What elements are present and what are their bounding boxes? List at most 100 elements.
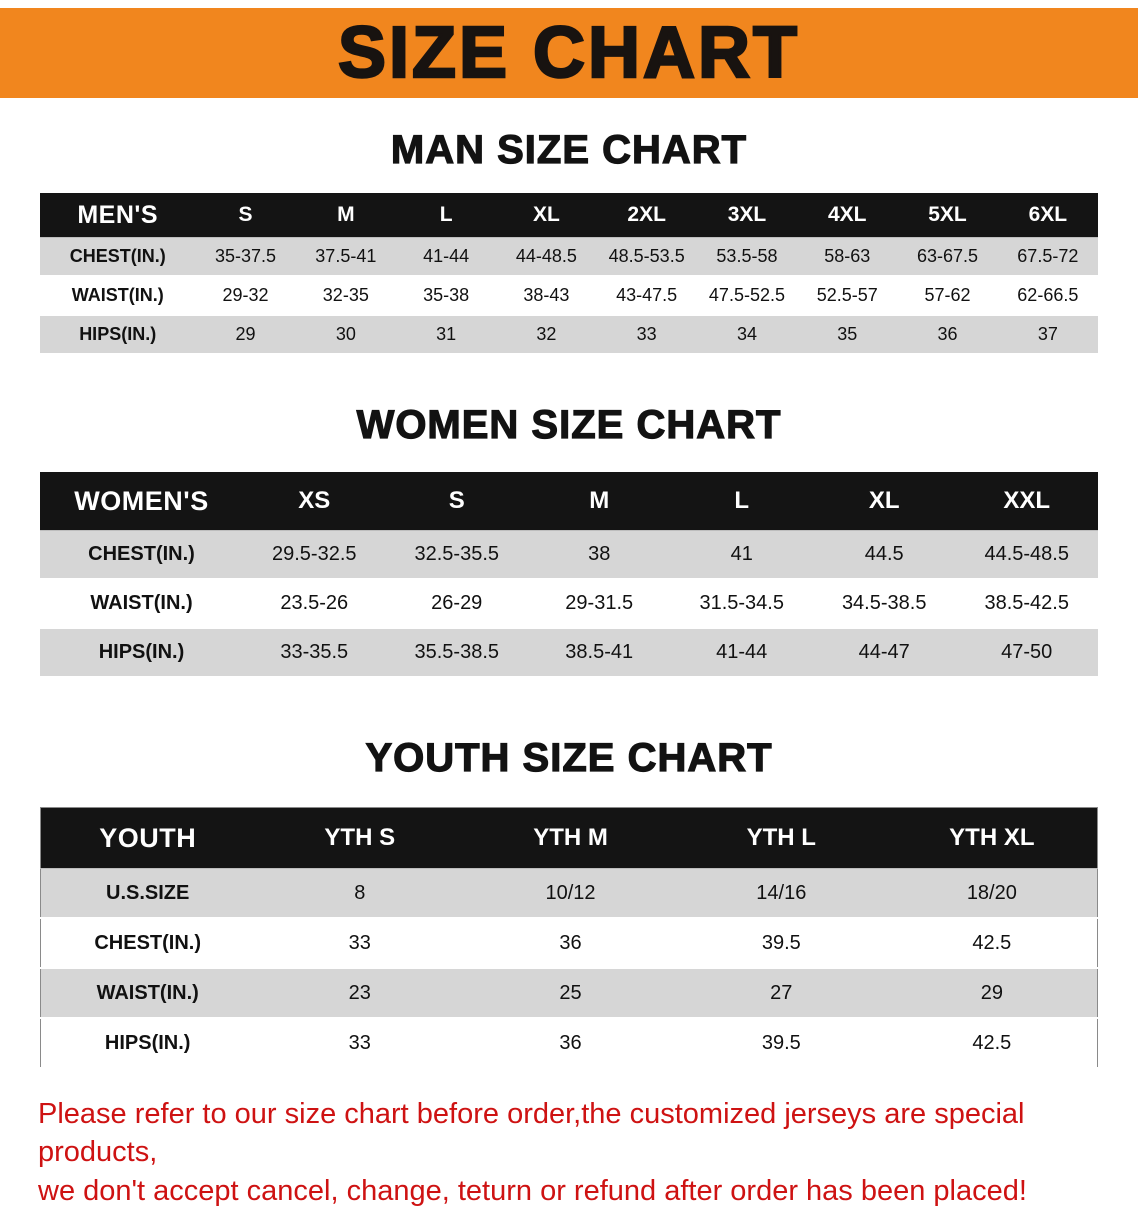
size-value: 41 (670, 530, 813, 580)
size-value: 58-63 (797, 237, 898, 277)
size-value: 35 (797, 314, 898, 355)
size-value: 37 (997, 314, 1098, 355)
size-column-header: YTH M (465, 807, 676, 869)
size-value: 30 (295, 314, 396, 355)
table-row: HIPS(IN.) 33-35.5 35.5-38.5 38.5-41 41-44 44-… (40, 627, 1098, 678)
size-value: 38-43 (496, 275, 597, 316)
table-row: CHEST(IN.) 33 36 39.5 42.5 (40, 917, 1098, 969)
size-value: 44-47 (812, 627, 956, 678)
size-value: 44-48.5 (496, 237, 597, 277)
size-column-header: L (670, 472, 813, 531)
table-row: WAIST(IN.) 29-32 32-35 35-38 38-43 43-47.5 47.… (40, 275, 1098, 316)
table-row: CHEST(IN.) 35-37.5 37.5-41 41-44 44-48.5 48.5… (40, 237, 1098, 277)
size-value: 33 (596, 314, 697, 355)
men-size-section: MAN SIZE CHART MEN'S S M L XL 2XL 3XL 4XL 5XL 6XL… (0, 127, 1138, 355)
size-value: 34 (696, 314, 798, 355)
size-value: 38.5-41 (527, 627, 671, 678)
men-section-heading: MAN SIZE CHART (390, 127, 748, 172)
disclaimer-line-1: Please refer to our size chart before or… (38, 1098, 1025, 1169)
size-column-header: 6XL (997, 193, 1098, 238)
size-value: 33 (254, 917, 466, 969)
row-label: U.S.SIZE (40, 868, 255, 919)
size-value: 29-32 (195, 275, 296, 316)
size-value: 37.5-41 (295, 237, 396, 277)
size-value: 57-62 (897, 275, 998, 316)
youth-section-heading: YOUTH SIZE CHART (365, 735, 773, 780)
size-column-header: M (527, 472, 671, 531)
disclaimer-line-2: we don't accept cancel, change, teturn o… (38, 1174, 1027, 1207)
size-value: 18/20 (886, 868, 1098, 919)
size-value: 63-67.5 (897, 237, 998, 277)
size-value: 42.5 (886, 917, 1098, 969)
row-label: CHEST(IN.) (40, 237, 196, 277)
size-value: 39.5 (675, 917, 887, 969)
size-value: 8 (254, 868, 466, 919)
table-row: WAIST(IN.) 23.5-26 26-29 29-31.5 31.5-34.5 34… (40, 578, 1098, 629)
size-value: 32 (496, 314, 597, 355)
size-value: 35-38 (395, 275, 497, 316)
size-column-header: 4XL (797, 193, 898, 238)
table-corner-label: WOMEN'S (40, 472, 244, 531)
row-label: WAIST(IN.) (40, 967, 255, 1019)
table-corner-label: MEN'S (40, 193, 196, 238)
size-value: 43-47.5 (596, 275, 697, 316)
size-value: 29 (886, 967, 1098, 1019)
size-value: 31.5-34.5 (670, 578, 813, 629)
size-column-header: 2XL (596, 193, 697, 238)
size-value: 38 (527, 530, 671, 580)
size-value: 32-35 (295, 275, 396, 316)
size-value: 32.5-35.5 (385, 530, 528, 580)
size-value: 29-31.5 (527, 578, 671, 629)
size-value: 41-44 (670, 627, 813, 678)
size-column-header: S (195, 193, 296, 238)
row-label: HIPS(IN.) (40, 627, 244, 678)
size-value: 62-66.5 (997, 275, 1098, 316)
banner: SIZE CHART (0, 8, 1138, 98)
youth-size-table: YOUTH YTH S YTH M YTH L YTH XL U.S.SIZE 8 10/12… (40, 807, 1098, 1069)
size-value: 39.5 (675, 1017, 887, 1069)
size-value: 29 (195, 314, 296, 355)
size-column-header: YTH S (254, 807, 466, 869)
women-section-heading: WOMEN SIZE CHART (356, 402, 782, 447)
size-value: 44.5-48.5 (955, 530, 1098, 580)
size-value: 14/16 (675, 868, 887, 919)
size-column-header: 3XL (696, 193, 798, 238)
size-value: 31 (395, 314, 497, 355)
table-row: WAIST(IN.) 23 25 27 29 (40, 967, 1098, 1019)
table-row: U.S.SIZE 8 10/12 14/16 18/20 (40, 868, 1098, 919)
disclaimer-note: Please refer to our size chart before or… (38, 1095, 1100, 1210)
size-value: 42.5 (886, 1017, 1098, 1069)
size-value: 29.5-32.5 (243, 530, 386, 580)
size-value: 34.5-38.5 (812, 578, 956, 629)
size-value: 33 (254, 1017, 466, 1069)
size-column-header: 5XL (897, 193, 998, 238)
size-value: 26-29 (385, 578, 528, 629)
size-value: 67.5-72 (997, 237, 1098, 277)
size-value: 48.5-53.5 (596, 237, 697, 277)
row-label: HIPS(IN.) (40, 314, 196, 355)
women-size-table: WOMEN'S XS S M L XL XXL CHEST(IN.) 29.5-32.5 32.5… (40, 472, 1098, 678)
size-value: 47.5-52.5 (696, 275, 798, 316)
row-label: HIPS(IN.) (40, 1017, 255, 1069)
table-header-row: WOMEN'S XS S M L XL XXL (40, 472, 1098, 531)
table-row: CHEST(IN.) 29.5-32.5 32.5-35.5 38 41 44.5 44.5… (40, 530, 1098, 580)
size-column-header: YTH XL (886, 807, 1098, 869)
size-value: 41-44 (395, 237, 497, 277)
size-column-header: XL (812, 472, 956, 531)
table-header-row: YOUTH YTH S YTH M YTH L YTH XL (40, 807, 1098, 869)
size-value: 52.5-57 (797, 275, 898, 316)
size-value: 23 (254, 967, 466, 1019)
table-header-row: MEN'S S M L XL 2XL 3XL 4XL 5XL 6XL (40, 193, 1098, 238)
size-value: 33-35.5 (243, 627, 386, 678)
men-size-table: MEN'S S M L XL 2XL 3XL 4XL 5XL 6XL CHEST(IN.) 35-37… (40, 193, 1098, 355)
size-value: 23.5-26 (243, 578, 386, 629)
page-title: SIZE CHART (337, 12, 800, 95)
size-value: 25 (465, 967, 676, 1019)
row-label: CHEST(IN.) (40, 530, 244, 580)
size-value: 47-50 (955, 627, 1098, 678)
size-column-header: M (295, 193, 396, 238)
row-label: WAIST(IN.) (40, 578, 244, 629)
row-label: WAIST(IN.) (40, 275, 196, 316)
size-value: 38.5-42.5 (955, 578, 1098, 629)
